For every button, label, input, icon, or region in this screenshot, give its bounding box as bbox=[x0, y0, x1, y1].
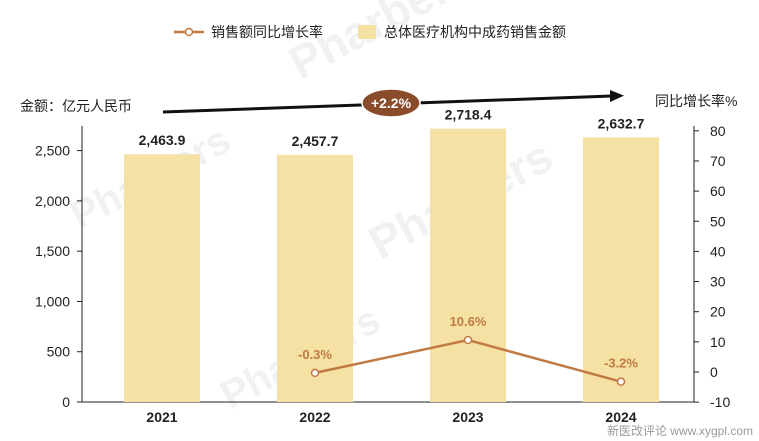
bar-value-label-2023: 2,718.4 bbox=[445, 107, 492, 123]
x-tick-label-2023: 2023 bbox=[452, 409, 483, 425]
x-tick-label-2022: 2022 bbox=[299, 409, 330, 425]
right-tick-label: 80 bbox=[710, 123, 726, 139]
growth-label-2024: -3.2% bbox=[604, 356, 638, 371]
annotation-arrow-head bbox=[610, 90, 624, 102]
left-tick-label: 1,000 bbox=[35, 293, 70, 309]
site-watermark: 新医改评论 www.xygpl.com bbox=[606, 424, 753, 438]
right-tick-label: 30 bbox=[710, 274, 726, 290]
growth-label-2023: 10.6% bbox=[450, 314, 487, 329]
right-tick-label: 10 bbox=[710, 334, 726, 350]
legend-bar-swatch bbox=[358, 25, 376, 39]
growth-point-2022 bbox=[310, 368, 320, 378]
left-tick-label: 1,500 bbox=[35, 243, 70, 259]
x-tick-label-2024: 2024 bbox=[605, 409, 636, 425]
right-tick-label: 0 bbox=[710, 364, 718, 380]
growth-line-series: -0.3% 10.6% -3.2% bbox=[298, 314, 638, 386]
legend-line-point bbox=[184, 27, 194, 37]
left-tick-label: 0 bbox=[62, 394, 70, 410]
bar-value-labels: 2,463.9 2,457.7 2,718.4 2,632.7 bbox=[139, 107, 645, 149]
right-tick-label: 20 bbox=[710, 304, 726, 320]
left-tick-label: 2,500 bbox=[35, 143, 70, 159]
x-axis-tick-labels: 2021 2022 2023 2024 bbox=[146, 409, 636, 425]
bar-2021 bbox=[124, 154, 200, 402]
right-tick-label: 50 bbox=[710, 213, 726, 229]
x-tick-label-2021: 2021 bbox=[146, 409, 177, 425]
growth-point-2023 bbox=[463, 335, 473, 345]
bar-value-label-2022: 2,457.7 bbox=[292, 133, 339, 149]
bar-2024 bbox=[583, 137, 659, 403]
bar-value-label-2024: 2,632.7 bbox=[598, 115, 645, 131]
annotation-badge bbox=[361, 88, 421, 118]
y-axis-title: 金额：亿元人民币 bbox=[20, 98, 132, 114]
right-tick-label: 40 bbox=[710, 243, 726, 259]
right-axis-ticks: -10 0 10 20 30 40 50 60 70 80 bbox=[694, 123, 730, 410]
right-tick-label: 60 bbox=[710, 183, 726, 199]
legend-line-label: 销售额同比增长率 bbox=[211, 24, 323, 40]
right-tick-label: 70 bbox=[710, 153, 726, 169]
bar-2023 bbox=[430, 128, 506, 402]
growth-annotation: +2.2% bbox=[162, 88, 624, 118]
left-tick-label: 2,000 bbox=[35, 193, 70, 209]
left-axis-ticks: 0 500 1,000 1,500 2,000 2,500 bbox=[35, 143, 82, 410]
legend-bar-label: 总体医疗机构中成药销售金额 bbox=[384, 24, 566, 40]
growth-point-2024 bbox=[616, 377, 626, 386]
annotation-badge-label: +2.2% bbox=[371, 95, 412, 111]
y2-axis-title: 同比增长率% bbox=[655, 93, 737, 109]
legend: 销售额同比增长率 总体医疗机构中成药销售金额 bbox=[174, 24, 566, 40]
bar-series bbox=[124, 128, 659, 403]
bar-value-label-2021: 2,463.9 bbox=[139, 132, 186, 148]
left-tick-label: 500 bbox=[47, 344, 71, 360]
bar-2022 bbox=[277, 154, 353, 402]
watermark-text: Pharbers bbox=[280, 0, 481, 89]
growth-label-2022: -0.3% bbox=[298, 347, 332, 362]
right-tick-label: -10 bbox=[710, 394, 730, 410]
